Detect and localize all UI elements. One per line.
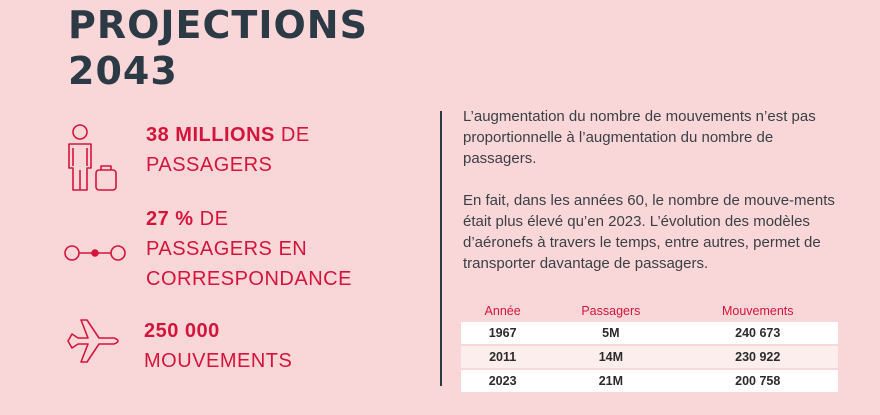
cell-year: 2023 (461, 368, 545, 392)
connection-icon (64, 245, 126, 261)
movements-table: Année Passagers Mouvements 1967 5M 240 6… (461, 300, 838, 392)
cell-passengers: 5M (602, 326, 620, 340)
cell-movements: 230 922 (677, 344, 838, 369)
header-year: Année (484, 304, 521, 318)
cell-passengers: 21M (544, 368, 678, 392)
stat-connections-value: 27 % (146, 208, 194, 230)
table-row: 2011 14M 230 922 (461, 344, 838, 369)
paragraph-1: L’augmentation du nombre de mouvements n… (463, 108, 816, 167)
header-passengers: Passagers (581, 304, 641, 318)
cell-year: 1967 (488, 326, 517, 340)
page-title: PROJECTIONS 2043 (68, 2, 368, 94)
title-line-2: 2043 (68, 49, 178, 93)
cell-movements: 200 758 (677, 368, 838, 392)
passenger-luggage-icon (68, 124, 117, 191)
paragraph-2: En fait, dans les années 60, le nombre d… (463, 192, 835, 272)
stat-movements-label: MOUVEMENTS (144, 350, 293, 372)
vertical-divider (440, 111, 442, 386)
stat-passengers: 38 MILLIONS DE PASSAGERS (146, 120, 310, 180)
stat-connections-suffix: DE (193, 208, 229, 230)
stat-movements-value: 250 000 (144, 320, 220, 342)
airplane-icon (67, 319, 119, 363)
stat-movements: 250 000 MOUVEMENTS (144, 316, 292, 376)
cell-movements: 240 673 (735, 326, 781, 340)
table-header-row: Année Passagers Mouvements (461, 300, 838, 322)
stat-passengers-label: PASSAGERS (146, 154, 273, 176)
stat-connections-label-1: PASSAGERS EN (146, 238, 308, 260)
title-line-1: PROJECTIONS (68, 3, 368, 47)
stat-passengers-value: 38 MILLIONS (146, 124, 275, 146)
cell-passengers: 14M (544, 344, 678, 369)
cell-year: 2011 (461, 344, 545, 369)
stat-connections: 27 % DE PASSAGERS EN CORRESPONDANCE (146, 204, 352, 294)
stat-connections-label-2: CORRESPONDANCE (146, 268, 352, 290)
table-row: 1967 5M 240 673 (461, 322, 838, 345)
stat-passengers-suffix: DE (274, 124, 310, 146)
header-movements: Mouvements (721, 304, 794, 318)
table-row: 2023 21M 200 758 (461, 368, 838, 392)
